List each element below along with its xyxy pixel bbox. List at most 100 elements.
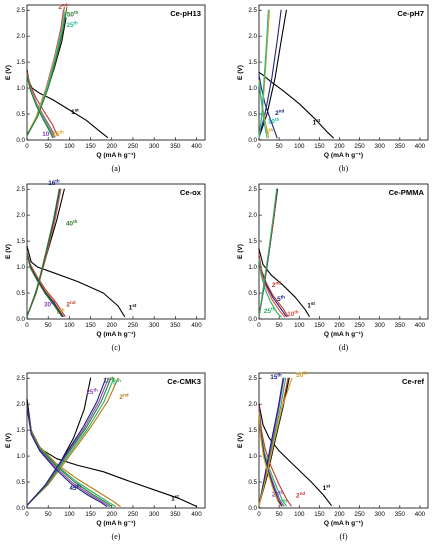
chart-title: Ce-ox	[180, 188, 202, 197]
series-2nd-charge-line	[258, 9, 282, 138]
y-axis-label: E (V)	[237, 65, 244, 80]
x-tick-label: 0	[25, 511, 29, 518]
series-45th-discharge-line	[26, 406, 108, 507]
y-tick-label: 1.5	[16, 427, 25, 434]
y-tick-label: 1.0	[16, 453, 25, 460]
series-15th-charge-line	[258, 377, 284, 506]
x-tick-label: 50	[276, 511, 283, 518]
x-tick-label: 150	[85, 322, 96, 329]
y-tick-label: 0.0	[248, 137, 257, 144]
series-label-15th: 15th	[270, 373, 282, 382]
y-tick-label: 1.0	[248, 85, 257, 92]
plot-area	[26, 183, 206, 320]
series-label-1st: 1st	[129, 303, 137, 312]
x-tick-label: 150	[314, 322, 325, 329]
y-axis-label: E (V)	[237, 244, 244, 259]
y-tick-label: 1.5	[16, 238, 25, 245]
series-50th-charge-line	[258, 377, 293, 506]
y-tick-label: 0.0	[248, 316, 257, 323]
plot-area	[258, 372, 429, 509]
chart-panel-1: 0 50 100 150 200 250 300 350 400 0.0 0.5 1.0 1.5 2.0 2…	[5, 3, 206, 173]
series-label-2nd: 2nd	[119, 392, 128, 401]
series-label-1st: 1st	[307, 301, 315, 310]
x-tick-label: 300	[375, 511, 386, 518]
x-tick-label: 50	[45, 143, 52, 150]
x-tick-label: 0	[257, 143, 261, 150]
x-axis-label: Q (mA h g⁻¹)	[96, 520, 135, 527]
y-tick-label: 2.0	[248, 212, 257, 219]
x-tick-label: 200	[107, 511, 118, 518]
series-45th-charge-line	[26, 377, 107, 506]
y-tick-label: 0.0	[16, 505, 25, 512]
plot-area	[26, 4, 206, 141]
panel-label: (e)	[112, 532, 121, 541]
chart-panel-5: 0 50 100 150 200 250 300 350 400 0.0 0.5 1.0 1.5 2.0 2…	[5, 372, 206, 541]
panel-label: (d)	[339, 343, 349, 352]
x-tick-label: 350	[170, 143, 181, 150]
x-tick-label: 200	[334, 143, 345, 150]
y-tick-label: 2.5	[16, 7, 25, 14]
series-label-5th: 5th	[113, 378, 121, 387]
series-label-1st: 1st	[171, 494, 179, 503]
x-tick-label: 400	[415, 322, 426, 329]
series-10th-discharge-line	[258, 82, 268, 139]
x-tick-label: 300	[375, 143, 386, 150]
x-tick-label: 350	[170, 322, 181, 329]
series-1st-discharge-line	[258, 248, 310, 317]
series-label-25th: 25th	[66, 20, 78, 29]
y-tick-label: 2.0	[248, 33, 257, 40]
x-tick-label: 350	[395, 511, 406, 518]
y-tick-label: 0.5	[16, 479, 25, 486]
panel-label: (c)	[112, 343, 121, 352]
y-tick-label: 1.0	[248, 453, 257, 460]
panel-label: (b)	[339, 164, 349, 173]
chart-panel-2: 0 50 100 150 200 250 300 350 400 0.0 0.5 1.0 1.5 2.0 2…	[237, 4, 429, 173]
x-tick-label: 50	[45, 322, 52, 329]
y-tick-label: 2.0	[16, 401, 25, 408]
series-label-10th: 10th	[268, 117, 280, 126]
chart-title: Ce-CMK3	[167, 377, 201, 386]
series-label-40th: 40th	[66, 219, 78, 228]
y-tick-label: 2.5	[16, 186, 25, 193]
chart-title: Ce-ref	[402, 377, 424, 386]
x-axis-label: Q (mA h g⁻¹)	[324, 331, 363, 338]
panel-label: (f)	[340, 532, 348, 541]
x-tick-label: 100	[294, 322, 305, 329]
x-tick-label: 300	[149, 143, 160, 150]
x-tick-label: 50	[45, 511, 52, 518]
y-axis-label: E (V)	[5, 65, 12, 80]
x-tick-label: 100	[64, 511, 75, 518]
series-label-50th: 50th	[296, 371, 308, 380]
x-tick-label: 350	[395, 143, 406, 150]
y-tick-label: 1.5	[248, 427, 257, 434]
y-tick-label: 2.5	[16, 375, 25, 382]
x-tick-label: 100	[64, 143, 75, 150]
y-axis-label: E (V)	[237, 433, 244, 448]
y-tick-label: 0.0	[16, 137, 25, 144]
x-tick-label: 400	[191, 143, 202, 150]
plot-area	[26, 372, 206, 509]
x-tick-label: 250	[128, 143, 139, 150]
x-tick-label: 150	[314, 143, 325, 150]
x-tick-label: 100	[294, 143, 305, 150]
x-tick-label: 0	[25, 143, 29, 150]
series-label-2nd: 2nd	[66, 300, 75, 309]
x-axis-label: Q (mA h g⁻¹)	[324, 152, 363, 159]
x-tick-label: 200	[334, 322, 345, 329]
y-tick-label: 0.5	[248, 290, 257, 297]
series-2nd-discharge-line	[258, 406, 292, 507]
y-tick-label: 1.5	[248, 59, 257, 66]
series-25th-discharge-line	[258, 258, 282, 318]
chart-panel-6: 0 50 100 150 200 250 300 350 400 0.0 0.5 1.0 1.5 2.0 2…	[237, 371, 429, 541]
chart-title: Ce-pH7	[397, 9, 424, 18]
series-label-10th: 10th	[287, 309, 299, 318]
y-tick-label: 2.0	[16, 212, 25, 219]
series-50th-charge-line	[26, 7, 68, 137]
x-tick-label: 250	[354, 511, 365, 518]
series-1st-discharge-line	[26, 245, 126, 317]
chart-title: Ce-pH13	[170, 9, 201, 18]
series-label-50th: 50th	[67, 10, 79, 19]
y-tick-label: 2.5	[248, 7, 257, 14]
series-10th-charge-line	[258, 9, 269, 138]
